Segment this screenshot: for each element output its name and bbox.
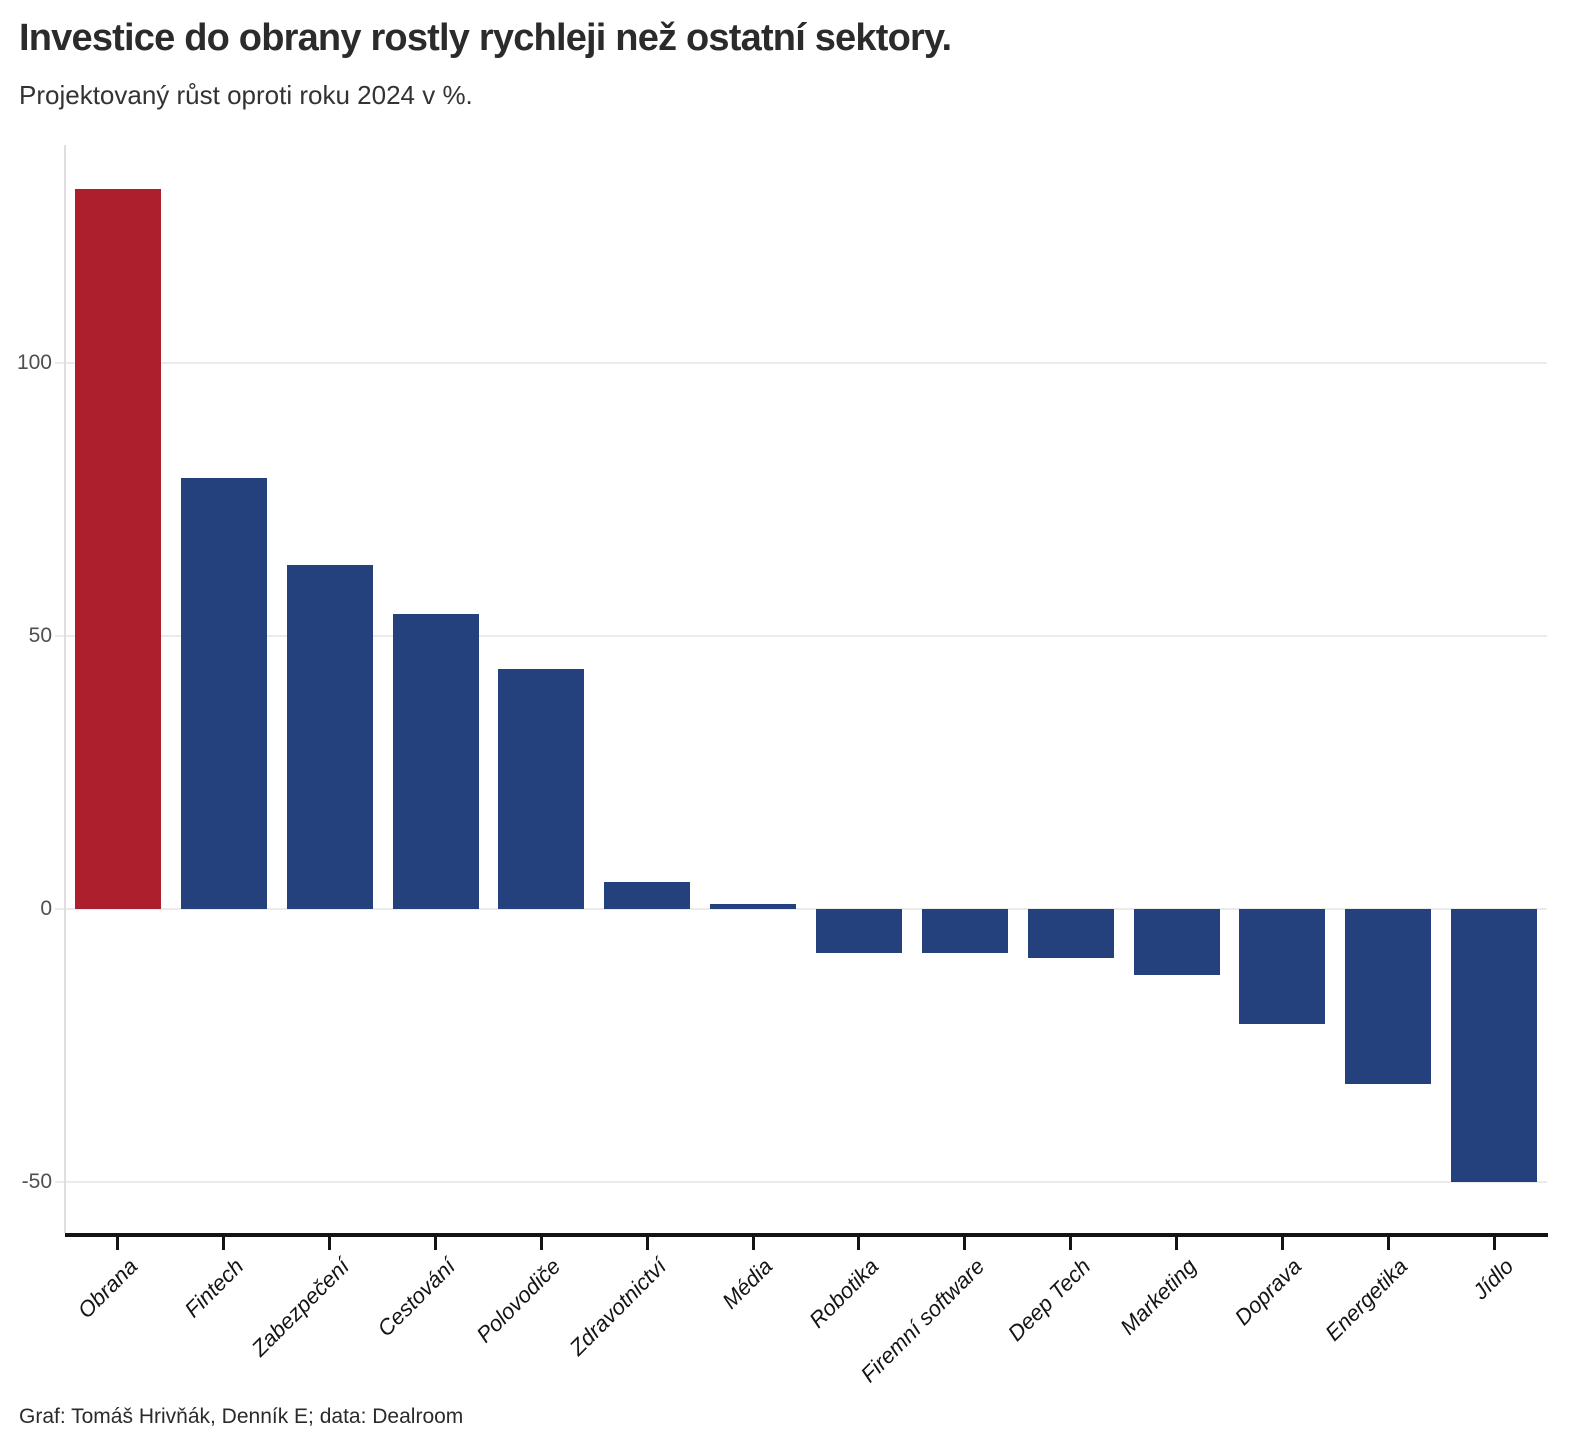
x-tick-zabezpeceni — [328, 1237, 332, 1250]
bar-marketing — [1133, 909, 1220, 975]
x-axis-line — [65, 1233, 1548, 1237]
x-tick-media — [751, 1237, 755, 1250]
bar-zabezpeceni — [286, 565, 373, 910]
x-tick-obrana — [116, 1237, 120, 1250]
x-tick-energetika — [1386, 1237, 1390, 1250]
y-axis-label--50: -50 — [21, 1170, 52, 1194]
gridline-100 — [55, 362, 1547, 365]
x-tick-robotika — [857, 1237, 861, 1250]
x-tick-polovodice — [539, 1237, 543, 1250]
chart-subtitle: Projektovaný růst oproti roku 2024 v %. — [19, 80, 473, 110]
x-tick-jidlo — [1492, 1237, 1496, 1250]
x-tick-zdravotnictvi — [645, 1237, 649, 1250]
bar-jidlo — [1451, 909, 1538, 1183]
gridline-50 — [55, 635, 1547, 638]
x-tick-marketing — [1175, 1237, 1178, 1250]
bar-fintech — [180, 478, 267, 910]
bar-robotika — [815, 909, 902, 953]
y-axis-label-50: 50 — [28, 624, 52, 648]
bar-obrana — [74, 188, 161, 910]
y-axis-line — [64, 145, 66, 1233]
gridline--50 — [55, 1181, 1547, 1184]
source-credit: Graf: Tomáš Hrivňák, Denník E; data: Dea… — [19, 1405, 464, 1428]
bar-deep-tech — [1027, 909, 1114, 959]
bar-zdravotnictvi — [604, 881, 691, 910]
bar-firemni-software — [921, 909, 1008, 953]
bar-media — [710, 903, 797, 910]
bar-energetika — [1345, 909, 1432, 1084]
bar-doprava — [1239, 909, 1326, 1024]
x-tick-deep-tech — [1069, 1237, 1073, 1250]
x-tick-fintech — [222, 1237, 226, 1250]
gridline-0 — [55, 908, 1547, 911]
x-tick-cestovani — [434, 1237, 437, 1250]
bar-cestovani — [392, 614, 479, 910]
chart-title: Investice do obrany rostly rychleji než … — [19, 17, 952, 59]
y-axis-label-0: 0 — [40, 897, 52, 921]
x-tick-firemni-software — [963, 1237, 967, 1250]
y-axis-label-100: 100 — [16, 351, 52, 375]
bar-polovodice — [498, 669, 585, 910]
x-tick-doprava — [1280, 1237, 1284, 1250]
